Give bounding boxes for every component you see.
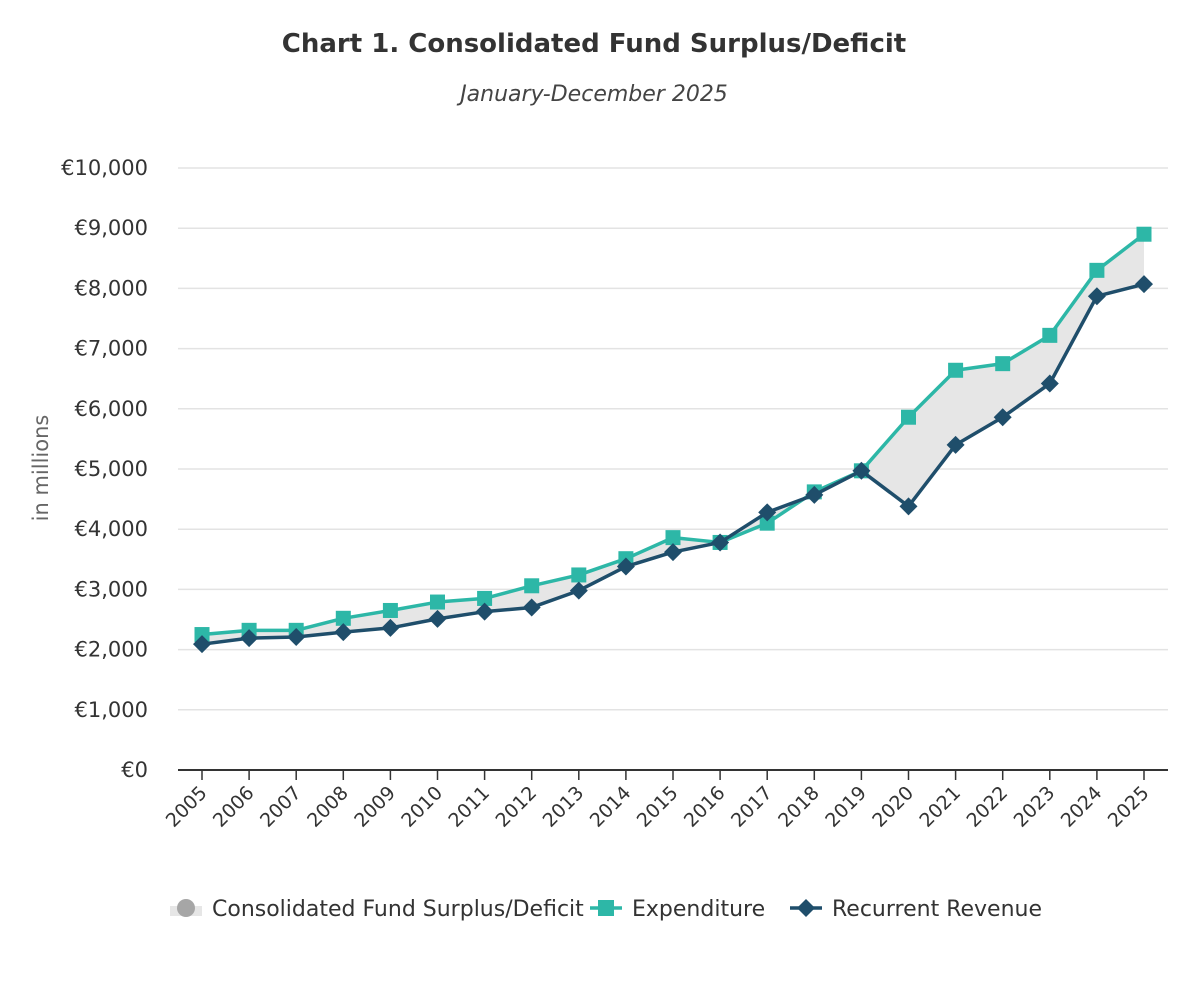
recurrent-revenue-point: [287, 627, 306, 646]
expenditure-point: [382, 602, 398, 618]
x-tick-label: 2013: [539, 782, 589, 832]
x-tick-label: 2018: [774, 782, 824, 832]
x-tick-label: 2008: [303, 782, 353, 832]
expenditure-point: [571, 567, 587, 583]
recurrent-revenue-point: [664, 543, 682, 562]
legend-marker-consolidated-fund-surplus-deficit: [177, 899, 195, 917]
x-tick-label: 2009: [350, 782, 400, 832]
x-tick-label: 2021: [915, 782, 965, 832]
y-tick-label: €9,000: [75, 216, 148, 240]
legend-label-recurrent-revenue: Recurrent Revenue: [832, 897, 1042, 922]
recurrent-revenue-point: [569, 581, 588, 600]
expenditure-point: [1136, 226, 1152, 242]
x-tick-label: 2016: [680, 782, 730, 832]
recurrent-revenue-point: [899, 497, 918, 516]
x-tick-label: 2023: [1010, 782, 1060, 832]
recurrent-revenue-point: [475, 602, 494, 621]
x-tick-label: 2005: [162, 782, 212, 832]
recurrent-revenue-point: [1040, 374, 1059, 393]
expenditure-point: [665, 530, 681, 546]
y-tick-label: €0: [121, 758, 148, 782]
y-tick-label: €10,000: [61, 156, 148, 180]
expenditure-point: [901, 409, 916, 425]
expenditure-point: [1089, 262, 1105, 278]
y-tick-label: €1,000: [75, 698, 148, 722]
recurrent-revenue-point: [381, 618, 400, 637]
recurrent-revenue-point: [805, 485, 824, 504]
y-axis-label: in millions: [29, 415, 53, 522]
y-tick-label: €6,000: [75, 397, 148, 421]
expenditure-point: [995, 356, 1011, 372]
surplus-deficit-area: [202, 234, 1144, 645]
area-layer: [202, 234, 1144, 645]
legend-marker-recurrent-revenue: [797, 899, 815, 917]
expenditure-point: [759, 515, 775, 531]
expenditure-point: [430, 594, 445, 610]
x-tick-label: 2015: [633, 782, 683, 832]
expenditure-line: [201, 232, 1146, 637]
expenditure-point: [477, 590, 493, 606]
x-tick-label: 2010: [397, 782, 447, 832]
legend-marker-expenditure: [598, 900, 614, 916]
legend-label-consolidated-fund-surplus-deficit: Consolidated Fund Surplus/Deficit: [212, 897, 584, 922]
y-tick-label: €2,000: [75, 638, 148, 662]
x-tick-label: 2007: [256, 782, 306, 832]
legend: Consolidated Fund Surplus/Deficit Expendi…: [170, 897, 1042, 922]
expenditure-point: [335, 610, 351, 626]
recurrent-revenue-point: [852, 461, 871, 480]
y-tick-label: €5,000: [75, 457, 148, 481]
series-layer: [193, 226, 1153, 654]
x-tick-label: 2019: [821, 782, 871, 832]
recurrent-revenue-point: [616, 557, 635, 576]
recurrent-revenue-point: [1087, 287, 1106, 306]
recurrent-revenue-point: [522, 598, 541, 617]
y-tick-label: €7,000: [75, 337, 148, 361]
x-tick-label: 2012: [491, 782, 541, 832]
recurrent-revenue-point: [711, 533, 730, 552]
recurrent-revenue-point: [1135, 275, 1153, 294]
recurrent-revenue-line: [201, 282, 1145, 646]
x-tick-label: 2022: [962, 782, 1012, 832]
recurrent-revenue-point: [758, 503, 777, 522]
recurrent-revenue-point: [240, 629, 259, 648]
expenditure-point: [948, 362, 964, 378]
x-tick-label: 2020: [868, 782, 918, 832]
recurrent-revenue-point: [193, 635, 211, 654]
recurrent-revenue-point: [946, 435, 965, 454]
x-tick-label: 2006: [209, 782, 259, 832]
x-tick-label: 2017: [727, 782, 777, 832]
x-tick-label: 2011: [444, 782, 494, 832]
recurrent-revenue-point: [428, 609, 447, 628]
recurrent-revenue-point: [334, 623, 353, 642]
recurrent-revenue-point: [993, 408, 1012, 427]
x-tick-label: 2025: [1104, 782, 1154, 832]
chart-title: Chart 1. Consolidated Fund Surplus/Defic…: [282, 29, 906, 59]
expenditure-point: [524, 578, 540, 594]
grid-layer: [178, 167, 1168, 711]
y-tick-label: €4,000: [75, 517, 148, 541]
legend-label-expenditure: Expenditure: [632, 897, 765, 922]
expenditure-point: [1042, 327, 1058, 343]
axis-layer: €0 €1,000 €2,000 €3,000 €4,000 €5,000 €6,000 €7…: [61, 156, 1168, 832]
y-tick-label: €3,000: [75, 577, 148, 601]
expenditure-point: [194, 627, 210, 643]
x-tick-label: 2014: [586, 782, 636, 832]
chart-subtitle: January-December 2025: [456, 82, 728, 107]
y-tick-label: €8,000: [75, 276, 148, 300]
x-tick-label: 2024: [1057, 782, 1107, 832]
